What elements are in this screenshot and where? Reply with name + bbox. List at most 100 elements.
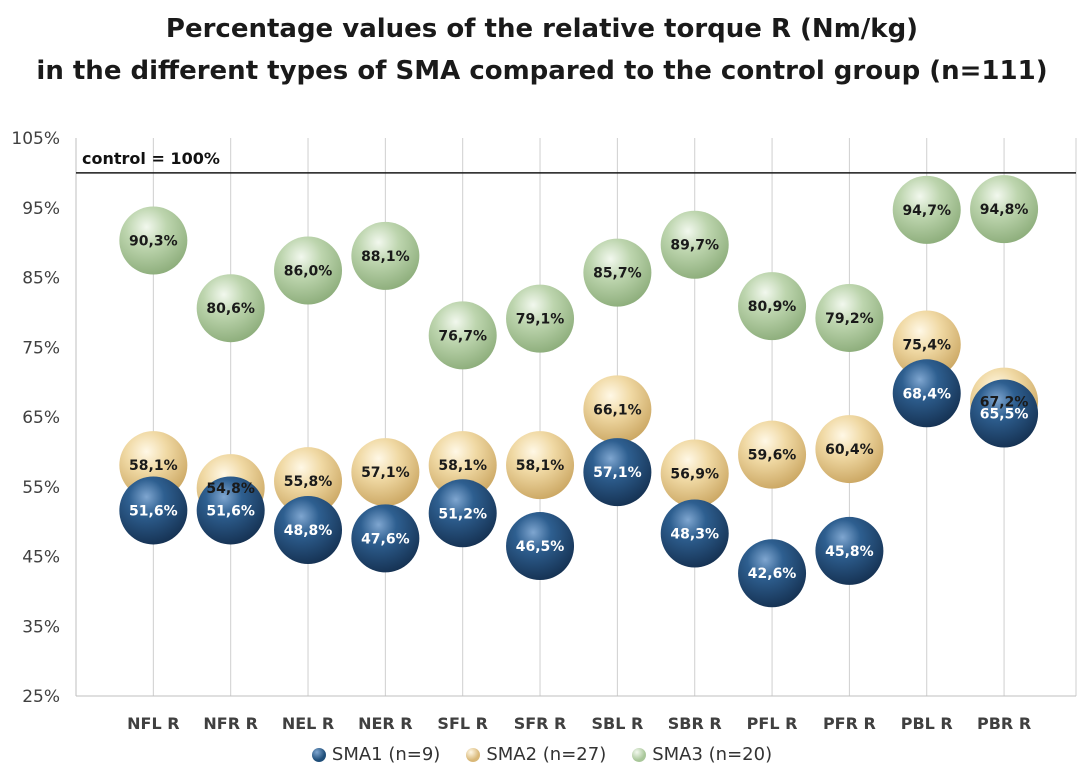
legend-item-sma1: SMA1 (n=9)	[311, 744, 441, 765]
data-label-sma3: 88,1%	[361, 249, 410, 265]
bubble-sma3	[428, 301, 497, 370]
bubble-sma3	[506, 284, 575, 353]
y-tick-label: 35%	[22, 617, 60, 637]
legend-marker-sma3	[632, 747, 647, 762]
x-category-label: PFL R	[747, 714, 798, 733]
data-label-sma2: 56,9%	[670, 466, 719, 482]
y-tick-label: 55%	[22, 478, 60, 498]
data-label-sma1: 51,2%	[438, 506, 487, 522]
data-label-sma1: 46,5%	[516, 539, 565, 555]
legend: SMA1 (n=9) SMA2 (n=27) SMA3 (n=20)	[0, 744, 1084, 765]
x-category-label: NFL R	[127, 714, 179, 733]
bubble-sma1	[660, 499, 729, 568]
bubble-sma1	[119, 476, 188, 545]
x-category-label: SBR R	[668, 714, 722, 733]
data-label-sma2: 67,2%	[980, 395, 1029, 411]
data-label-sma1: 42,6%	[748, 566, 797, 582]
y-tick-label: 45%	[22, 548, 60, 568]
y-tick-label: 25%	[22, 687, 60, 707]
data-label-sma1: 68,4%	[902, 386, 951, 402]
bubble-sma1	[738, 539, 807, 608]
x-category-label: SFL R	[437, 714, 488, 733]
bubble-sma1	[428, 479, 497, 548]
x-category-label: SFR R	[514, 714, 567, 733]
legend-marker-sma1	[311, 747, 326, 762]
bubble-sma3	[738, 272, 807, 341]
x-category-label: PBL R	[901, 714, 953, 733]
x-category-label: PBR R	[977, 714, 1031, 733]
bubble-sma1	[274, 495, 343, 564]
x-category-label: NER R	[358, 714, 413, 733]
data-label-sma3: 80,9%	[748, 299, 797, 315]
bubble-sma3	[119, 206, 188, 275]
data-label-sma1: 65,5%	[980, 407, 1029, 423]
bubble-chart: 25% 35% 45% 55% 65% 75% 85% 95% 105% NFL R NFR R NE…	[11, 129, 1077, 733]
x-category-label: PFR R	[823, 714, 876, 733]
bubble-sma2	[351, 438, 420, 507]
bubble-sma1	[506, 512, 575, 581]
data-label-sma1: 51,6%	[129, 503, 178, 519]
bubble-sma3	[970, 175, 1039, 244]
bubble-sma1	[196, 476, 265, 545]
bubble-sma2	[428, 431, 497, 500]
data-label-sma2: 75,4%	[902, 337, 951, 353]
data-label-sma3: 76,7%	[438, 328, 487, 344]
legend-label-sma3: SMA3 (n=20)	[652, 744, 773, 765]
bubble-sma3	[196, 274, 265, 343]
data-label-sma3: 90,3%	[129, 234, 178, 250]
legend-marker-sma2	[466, 747, 481, 762]
data-label-sma2: 60,4%	[825, 442, 874, 458]
bubble-sma3	[892, 175, 961, 244]
bubble-sma1	[815, 516, 884, 585]
bubble-sma1	[970, 379, 1039, 448]
data-label-sma1: 45,8%	[825, 544, 874, 560]
chart-title-line2: in the different types of SMA compared t…	[36, 56, 1048, 86]
bubble-sma2	[506, 431, 575, 500]
legend-item-sma2: SMA2 (n=27)	[466, 744, 606, 765]
control-label: control = 100%	[82, 149, 220, 168]
data-label-sma3: 79,1%	[516, 312, 565, 328]
y-tick-label: 105%	[11, 129, 60, 149]
bubble-sma1	[351, 504, 420, 573]
data-label-sma2: 55,8%	[284, 474, 333, 490]
bubble-sma3	[815, 283, 884, 352]
bubble-sma2	[274, 447, 343, 516]
data-label-sma1: 48,3%	[670, 526, 719, 542]
data-label-sma2: 54,8%	[206, 481, 255, 497]
data-label-sma1: 47,6%	[361, 531, 410, 547]
data-label-sma2: 66,1%	[593, 402, 642, 418]
data-label-sma3: 86,0%	[284, 264, 333, 280]
data-label-sma3: 80,6%	[206, 301, 255, 317]
bubble-sma3	[274, 236, 343, 305]
bubble-sma3	[660, 210, 729, 279]
x-category-label: SBL R	[591, 714, 643, 733]
data-label-sma1: 51,6%	[206, 503, 255, 519]
data-label-sma2: 57,1%	[361, 465, 410, 481]
bubble-sma2	[815, 415, 884, 484]
data-label-sma2: 58,1%	[438, 458, 487, 474]
legend-item-sma3: SMA3 (n=20)	[632, 744, 772, 765]
data-label-sma1: 48,8%	[284, 523, 333, 539]
bubble-sma2	[892, 310, 961, 379]
data-label-sma3: 94,7%	[902, 203, 951, 219]
bubble-sma2	[738, 420, 807, 489]
chart-title-line1: Percentage values of the relative torque…	[165, 14, 919, 44]
axis-layer: 25% 35% 45% 55% 65% 75% 85% 95% 105% NFL R NFR R NE…	[11, 129, 1076, 733]
data-label-sma2: 58,1%	[129, 458, 178, 474]
bubble-sma2	[660, 439, 729, 508]
bubble-sma3	[583, 238, 652, 307]
bubble-layer: 90,3% 80,6% 86,0% 88,1% 76,7% 79,1% 85,7% 89,7%…	[119, 175, 1039, 608]
x-category-label: NEL R	[282, 714, 334, 733]
legend-label-sma1: SMA1 (n=9)	[331, 744, 441, 765]
y-tick-label: 95%	[22, 199, 60, 219]
y-tick-label: 75%	[22, 338, 60, 358]
data-label-sma2: 59,6%	[748, 448, 797, 464]
data-label-sma3: 89,7%	[670, 238, 719, 254]
bubble-sma1	[583, 438, 652, 507]
y-tick-label: 65%	[22, 408, 60, 428]
data-label-sma2: 58,1%	[516, 458, 565, 474]
bubble-sma3	[351, 221, 420, 290]
legend-label-sma2: SMA2 (n=27)	[486, 744, 607, 765]
data-label-sma3: 85,7%	[593, 266, 642, 282]
bubble-sma1	[892, 359, 961, 428]
